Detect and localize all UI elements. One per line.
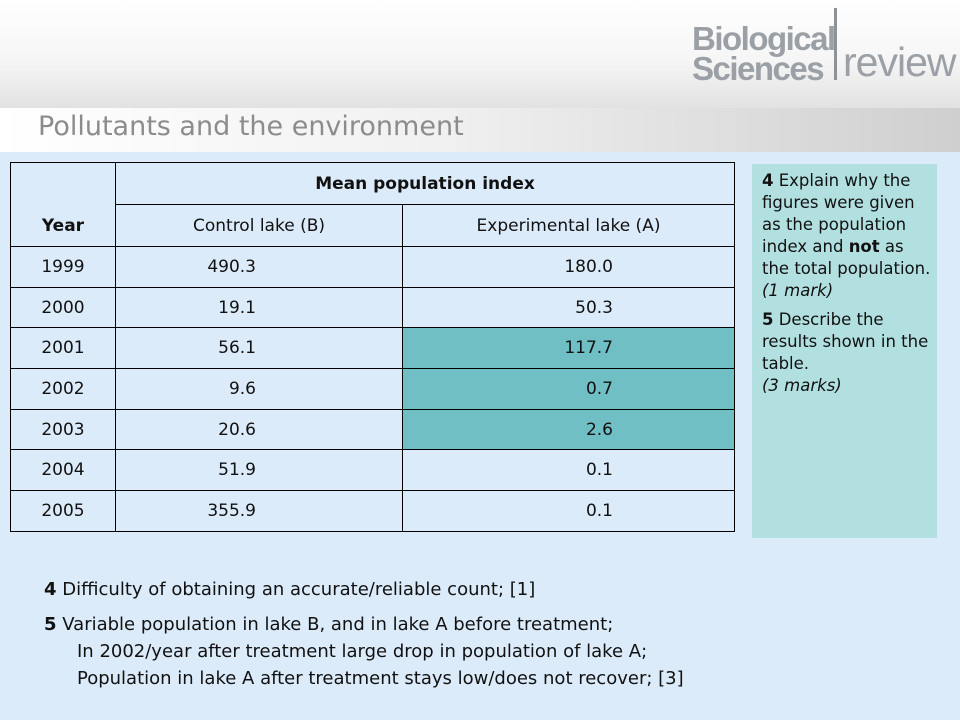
answer-4: 4 Difficulty of obtaining an accurate/re… xyxy=(44,576,944,604)
experimental-lake-value: 0.7 xyxy=(585,378,613,399)
year-cell: 2004 xyxy=(10,449,116,492)
control-lake-cell: 56.1 xyxy=(115,327,403,370)
table-row: 2002 9.6 0.7 xyxy=(10,368,736,410)
control-lake-value: 20.6 xyxy=(218,419,256,440)
answer-5-line-1: Variable population in lake B, and in la… xyxy=(56,614,614,635)
experimental-lake-cell: 180.0 xyxy=(401,246,736,288)
table-row: 2003 20.6 2.6 xyxy=(10,408,736,451)
year-cell: 2003 xyxy=(10,408,116,451)
answer-5-line-2: In 2002/year after treatment large drop … xyxy=(77,641,648,662)
question-4-emphasis: not xyxy=(848,237,880,256)
slide-title: Pollutants and the environment xyxy=(38,111,464,142)
population-table: Year Mean population index Control lake … xyxy=(10,162,736,532)
header-band xyxy=(0,0,960,108)
logo-word-review: review xyxy=(843,39,956,85)
control-lake-cell: 20.6 xyxy=(115,408,403,451)
biological-sciences-review-logo: Biological Sciences review xyxy=(688,6,958,86)
year-cell: 2002 xyxy=(10,368,116,410)
table-header-row: Year Mean population index xyxy=(10,162,736,247)
table-row: 2001 56.1 117.7 xyxy=(10,327,736,370)
table-row: 1999 490.3 180.0 xyxy=(10,246,736,288)
experimental-lake-value: 0.1 xyxy=(585,500,613,521)
control-lake-cell: 9.6 xyxy=(115,368,403,410)
experimental-lake-header: Experimental lake (A) xyxy=(401,204,736,247)
questions-box: 4 Explain why the figures were given as … xyxy=(752,164,937,538)
question-4-text-end: as the total population. xyxy=(762,237,931,278)
table-subheader-row: Control lake (B) Experimental lake (A) xyxy=(11,204,736,247)
control-lake-value: 56.1 xyxy=(218,338,256,359)
answer-4-text: Difficulty of obtaining an accurate/reli… xyxy=(56,579,536,600)
experimental-lake-value: 2.6 xyxy=(585,419,613,440)
question-5: 5 Describe the results shown in the tabl… xyxy=(762,309,933,397)
control-lake-cell: 19.1 xyxy=(115,286,403,329)
answer-5-line-3: Population in lake A after treatment sta… xyxy=(77,668,684,689)
question-5-text: Describe the results shown in the table. xyxy=(762,310,929,373)
experimental-lake-value: 0.1 xyxy=(585,460,613,481)
experimental-lake-value: 117.7 xyxy=(564,338,613,359)
title-band xyxy=(0,108,960,152)
experimental-lake-value: 180.0 xyxy=(564,256,613,277)
answers-block: 4 Difficulty of obtaining an accurate/re… xyxy=(44,576,944,692)
question-5-marks: (3 marks) xyxy=(762,376,842,395)
answer-5-number: 5 xyxy=(44,614,57,635)
experimental-lake-cell: 2.6 xyxy=(401,408,736,451)
question-5-number: 5 xyxy=(762,310,774,329)
experimental-lake-cell: 50.3 xyxy=(401,286,736,329)
year-cell: 2005 xyxy=(10,490,116,532)
control-lake-value: 355.9 xyxy=(207,500,256,521)
experimental-lake-value: 50.3 xyxy=(575,297,613,318)
control-lake-value: 490.3 xyxy=(207,256,256,277)
experimental-lake-cell: 117.7 xyxy=(401,327,736,370)
logo-divider xyxy=(834,8,837,80)
answer-4-number: 4 xyxy=(44,579,57,600)
table-row: 2005 355.9 0.1 xyxy=(10,490,736,532)
table-row: 2004 51.9 0.1 xyxy=(10,449,736,492)
question-4-number: 4 xyxy=(762,171,774,190)
control-lake-header: Control lake (B) xyxy=(115,204,403,247)
control-lake-value: 19.1 xyxy=(218,297,256,318)
logo-word-sciences: Sciences xyxy=(692,50,825,87)
year-cell: 2000 xyxy=(10,286,116,329)
control-lake-cell: 355.9 xyxy=(115,490,403,532)
control-lake-value: 9.6 xyxy=(228,378,256,399)
answer-5: 5 Variable population in lake B, and in … xyxy=(44,611,944,692)
experimental-lake-cell: 0.1 xyxy=(401,449,736,492)
year-cell: 1999 xyxy=(10,246,116,288)
question-4: 4 Explain why the figures were given as … xyxy=(762,170,933,302)
control-lake-value: 51.9 xyxy=(218,460,256,481)
experimental-lake-cell: 0.7 xyxy=(401,368,736,410)
question-4-text: Explain why the figures were given as th… xyxy=(762,171,915,256)
year-header: Year xyxy=(10,162,116,247)
year-cell: 2001 xyxy=(10,327,116,370)
control-lake-cell: 51.9 xyxy=(115,449,403,492)
table-row: 2000 19.1 50.3 xyxy=(10,286,736,329)
table-body: 1999 490.3 180.0 2000 19.1 50.3 2001 56.1 117.7 2… xyxy=(10,246,736,532)
mean-population-index-header: Mean population index xyxy=(114,162,736,205)
question-4-marks: (1 mark) xyxy=(762,281,834,300)
logo-word-biological: Biological xyxy=(692,20,836,57)
control-lake-cell: 490.3 xyxy=(115,246,403,288)
experimental-lake-cell: 0.1 xyxy=(401,490,736,532)
